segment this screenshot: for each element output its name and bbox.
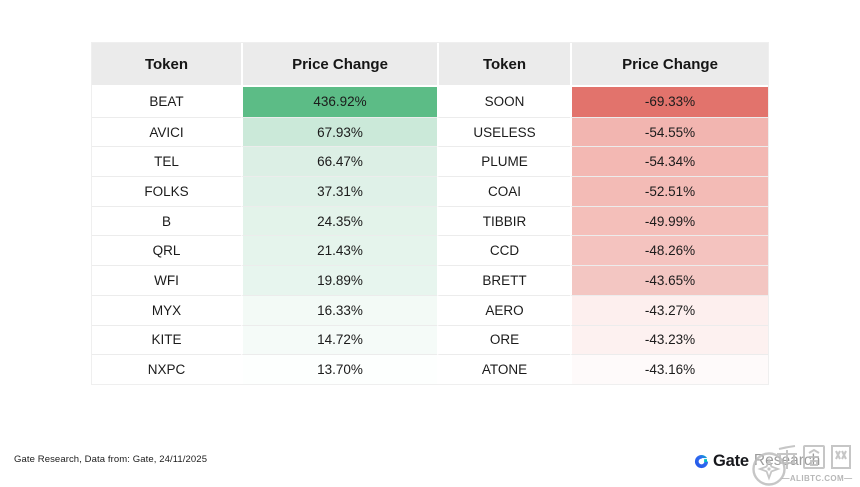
gainer-token-cell: WFI: [92, 265, 241, 295]
gate-logo-icon: [694, 454, 709, 468]
loser-price-change-cell: -54.55%: [570, 116, 768, 147]
header-token-losers: Token: [437, 43, 570, 87]
table-row: NXPC 13.70% ATONE -43.16%: [92, 354, 768, 384]
loser-price-change-cell: -48.26%: [570, 235, 768, 266]
gainer-price-change-cell: 66.47%: [241, 146, 437, 177]
loser-price-change-cell: -43.23%: [570, 324, 768, 355]
loser-price-change-cell: -43.65%: [570, 265, 768, 295]
gainer-price-change-cell: 67.93%: [241, 116, 437, 147]
gainer-token-cell: BEAT: [92, 87, 241, 117]
gainer-price-change-cell: 16.33%: [241, 294, 437, 325]
table-body: BEAT 436.92% SOON -69.33% AVICI 67.93% USELESS…: [92, 87, 768, 384]
gainer-price-change-cell: 24.35%: [241, 205, 437, 236]
table-row: B 24.35% TIBBIR -49.99%: [92, 205, 768, 236]
gainer-token-cell: QRL: [92, 235, 241, 266]
brand-suffix: Research: [753, 452, 821, 469]
table-row: FOLKS 37.31% COAI -52.51%: [92, 176, 768, 206]
loser-price-change-cell: -54.34%: [570, 146, 768, 177]
table-row: WFI 19.89% BRETT -43.65%: [92, 265, 768, 295]
gainer-price-change-cell: 21.43%: [241, 235, 437, 266]
loser-price-change-cell: -43.16%: [570, 354, 768, 384]
cn-char-wang-icon: [831, 445, 851, 469]
loser-token-cell: ORE: [437, 324, 570, 355]
loser-token-cell: TIBBIR: [437, 205, 570, 236]
header-price-change-gainers: Price Change: [241, 43, 437, 87]
table-row: TEL 66.47% PLUME -54.34%: [92, 146, 768, 177]
gainer-price-change-cell: 14.72%: [241, 324, 437, 355]
table-row: QRL 21.43% CCD -48.26%: [92, 235, 768, 266]
table-header-row: Token Price Change Token Price Change: [92, 43, 768, 87]
header-price-change-losers: Price Change: [570, 43, 768, 87]
loser-price-change-cell: -52.51%: [570, 176, 768, 206]
table-row: AVICI 67.93% USELESS -54.55%: [92, 116, 768, 147]
gate-research-logo: Gate Research: [694, 451, 820, 471]
loser-token-cell: PLUME: [437, 146, 570, 177]
loser-token-cell: BRETT: [437, 265, 570, 295]
loser-price-change-cell: -49.99%: [570, 205, 768, 236]
loser-token-cell: CCD: [437, 235, 570, 266]
gainer-token-cell: MYX: [92, 294, 241, 325]
gainer-token-cell: FOLKS: [92, 176, 241, 206]
watermark-site-text: —ALIBTC.COM—: [781, 474, 853, 483]
brand-name: Gate: [713, 451, 749, 470]
gainer-token-cell: KITE: [92, 324, 241, 355]
loser-token-cell: AERO: [437, 294, 570, 325]
loser-token-cell: USELESS: [437, 116, 570, 147]
source-note: Gate Research, Data from: Gate, 24/11/20…: [14, 454, 208, 465]
table-row: BEAT 436.92% SOON -69.33%: [92, 87, 768, 117]
gainer-token-cell: NXPC: [92, 354, 241, 384]
loser-token-cell: ATONE: [437, 354, 570, 384]
gainer-token-cell: TEL: [92, 146, 241, 177]
loser-token-cell: SOON: [437, 87, 570, 117]
gainer-price-change-cell: 436.92%: [241, 87, 437, 117]
loser-price-change-cell: -43.27%: [570, 294, 768, 325]
header-token-gainers: Token: [92, 43, 241, 87]
table-row: KITE 14.72% ORE -43.23%: [92, 324, 768, 355]
gainer-token-cell: B: [92, 205, 241, 236]
price-change-table: Token Price Change Token Price Change BE…: [91, 42, 769, 385]
gainer-price-change-cell: 19.89%: [241, 265, 437, 295]
loser-token-cell: COAI: [437, 176, 570, 206]
loser-price-change-cell: -69.33%: [570, 87, 768, 117]
table-row: MYX 16.33% AERO -43.27%: [92, 294, 768, 325]
gainer-price-change-cell: 13.70%: [241, 354, 437, 384]
gainer-token-cell: AVICI: [92, 116, 241, 147]
gainer-price-change-cell: 37.31%: [241, 176, 437, 206]
